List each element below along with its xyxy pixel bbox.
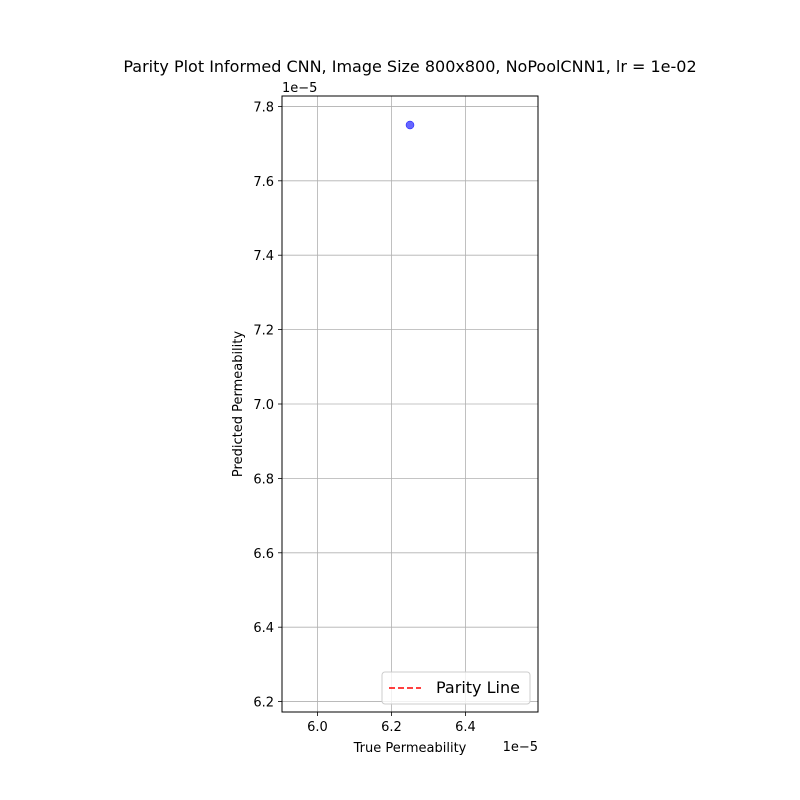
y-axis-label: Predicted Permeability xyxy=(231,331,246,477)
x-tick-label: 6.2 xyxy=(381,720,402,735)
y-axis-ticks: 6.2 6.4 6.6 6.8 7.0 7.2 7.4 7.6 7.8 xyxy=(253,100,282,711)
data-point xyxy=(405,120,415,130)
y-tick-label: 7.8 xyxy=(253,100,274,115)
y-tick-label: 6.8 xyxy=(253,472,274,487)
y-tick-label: 7.6 xyxy=(253,175,274,190)
legend: Parity Line xyxy=(381,671,531,705)
x-offset-label: 1e−5 xyxy=(503,740,538,755)
legend-box xyxy=(381,671,531,705)
y-tick-label: 7.4 xyxy=(253,249,274,264)
plot-marks xyxy=(405,120,415,130)
y-tick-label: 6.2 xyxy=(253,696,274,711)
chart-title: Parity Plot Informed CNN, Image Size 800… xyxy=(123,57,696,76)
x-axis-ticks: 6.0 6.2 6.4 xyxy=(307,712,476,735)
x-tick-label: 6.0 xyxy=(307,720,328,735)
legend-parity-line-label: Parity Line xyxy=(436,678,520,697)
y-tick-label: 7.2 xyxy=(253,324,274,339)
grid-lines xyxy=(282,96,538,712)
y-offset-label: 1e−5 xyxy=(282,81,317,96)
y-tick-label: 6.4 xyxy=(253,621,274,636)
x-tick-label: 6.4 xyxy=(455,720,476,735)
y-tick-label: 6.6 xyxy=(253,547,274,562)
x-axis-label: True Permeability xyxy=(353,741,467,756)
y-tick-label: 7.0 xyxy=(253,398,274,413)
